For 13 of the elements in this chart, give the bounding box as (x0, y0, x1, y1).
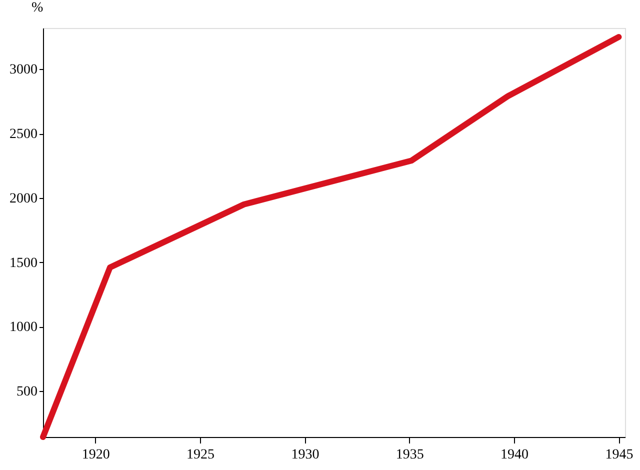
y-tick-label: 1500 (10, 256, 38, 271)
y-axis-title: % (32, 0, 44, 16)
x-tick-label: 1945 (605, 448, 634, 462)
x-tick-label: 1935 (396, 448, 424, 462)
x-tick-label: 1930 (291, 448, 320, 462)
y-tick-label: 2000 (10, 191, 38, 206)
y-tick-label: 1000 (10, 320, 38, 336)
x-tick-label: 1925 (186, 448, 215, 462)
y-tick-label: 3000 (10, 62, 38, 78)
x-tick-label: 1940 (500, 448, 529, 462)
x-tick-label: 1920 (82, 448, 110, 462)
y-tick-label: 500 (16, 384, 38, 400)
y-tick-label: 2500 (10, 127, 38, 142)
